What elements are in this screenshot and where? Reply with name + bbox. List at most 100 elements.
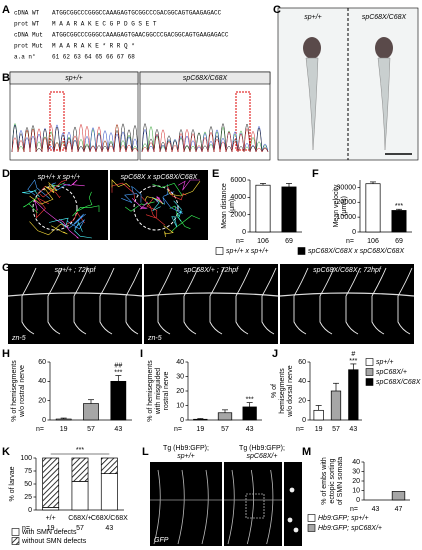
y-tick-label: 0 xyxy=(302,417,306,424)
bar-segment xyxy=(71,457,89,482)
legend-label: spC68X/C68X x spC68X/C68X xyxy=(308,248,404,255)
chromatogram-header xyxy=(9,71,139,85)
legend-swatch xyxy=(297,247,306,255)
y-axis-label: % of hemisegments xyxy=(147,360,154,422)
track xyxy=(144,196,164,205)
n-value: 47 xyxy=(395,506,403,513)
track xyxy=(45,182,58,194)
n-value: 57 xyxy=(332,426,340,433)
n-value: 19 xyxy=(47,525,55,532)
soma xyxy=(289,487,295,493)
track xyxy=(131,198,148,210)
x-tick-label: +/+ xyxy=(46,515,56,522)
track xyxy=(166,181,201,197)
track xyxy=(171,216,182,228)
y-tick-label: 6000 xyxy=(230,177,246,184)
significance: *** xyxy=(349,358,357,365)
legend-label: spC68X/+ xyxy=(376,369,407,376)
chromatogram-header xyxy=(139,71,271,85)
nerve xyxy=(293,267,309,297)
track xyxy=(171,215,201,232)
legend-label: sp+/+ x sp+/+ xyxy=(226,248,268,255)
y-axis-label: rostral nerve xyxy=(163,371,170,410)
track xyxy=(29,188,54,205)
sequence: M A A R A K E * R R Q * xyxy=(52,43,135,50)
bar xyxy=(313,409,324,421)
nerve xyxy=(125,296,139,335)
y-tick-label: 0 xyxy=(242,229,246,236)
y-tick-label: 40 xyxy=(176,359,184,366)
y-axis-label: % of hemisegments xyxy=(11,360,18,422)
legend-swatch xyxy=(365,368,374,376)
trace xyxy=(11,124,139,153)
bar xyxy=(55,418,72,421)
nerve xyxy=(345,267,361,297)
significance: ## xyxy=(114,362,122,369)
nerve xyxy=(371,296,385,335)
n-value: 69 xyxy=(395,238,403,245)
nerve xyxy=(261,296,275,335)
bar xyxy=(83,403,99,421)
y-tick-label: 20 xyxy=(38,398,46,405)
y-axis-label: % of larvae xyxy=(9,466,16,501)
track xyxy=(173,200,183,218)
nerve xyxy=(235,296,249,335)
panel-letter: I xyxy=(140,348,143,360)
y-tick-label: 10 xyxy=(352,487,360,494)
genotype-label: spC68X x spC68X/C68X xyxy=(121,174,198,181)
track xyxy=(125,201,155,212)
nerve xyxy=(319,296,333,335)
track xyxy=(62,179,85,187)
track xyxy=(58,218,80,239)
gfp-nerve xyxy=(177,469,185,545)
panel-letter: C xyxy=(273,4,281,16)
legend-label: spC68X/C68X xyxy=(376,379,421,386)
panel-letter: L xyxy=(142,446,149,458)
panel-letter: H xyxy=(2,348,10,360)
tracks xyxy=(22,179,201,239)
nerve xyxy=(47,296,61,335)
n-label: n= xyxy=(346,238,354,245)
panel-letter: D xyxy=(2,168,10,180)
bar xyxy=(391,491,406,501)
gfp-zoom xyxy=(284,462,302,546)
nerve xyxy=(345,296,359,335)
fish-body xyxy=(377,57,391,151)
track xyxy=(29,221,68,236)
bar xyxy=(217,412,233,421)
nerve-image xyxy=(280,264,414,344)
gfp-nerve xyxy=(153,469,161,545)
y-tick-label: 0 xyxy=(42,417,46,424)
nerve xyxy=(261,267,277,297)
y-tick-label: 0 xyxy=(352,229,356,236)
y-axis-label: with misguided xyxy=(155,368,162,415)
genotype-label: sp+/+ xyxy=(304,14,322,21)
chromatogram-box xyxy=(9,71,139,161)
bar xyxy=(193,418,208,421)
n-label: n= xyxy=(350,506,358,513)
gfp-image xyxy=(150,462,222,546)
track xyxy=(169,205,191,229)
x-tick-label: C68X/+ xyxy=(68,515,92,522)
bar xyxy=(330,390,342,421)
genotype-label: spC68X/C68X xyxy=(362,14,407,21)
highlight xyxy=(235,91,251,151)
track xyxy=(72,205,100,217)
n-value: 43 xyxy=(246,426,254,433)
genotype-label: spC68X/C68X ; 72hpf xyxy=(313,267,382,274)
significance: *** xyxy=(114,369,122,376)
fish-head xyxy=(375,37,393,59)
nerve xyxy=(47,267,63,297)
nerve xyxy=(157,296,171,335)
nerve xyxy=(125,267,141,297)
nerve xyxy=(99,267,115,297)
bar-segment xyxy=(100,473,118,511)
nerve xyxy=(21,296,35,335)
track xyxy=(62,211,85,227)
y-tick-label: 30 xyxy=(352,468,360,475)
y-tick-label: 20 xyxy=(298,398,306,405)
x-tick-label: C68X/C68X xyxy=(91,515,128,522)
n-label: n= xyxy=(296,426,304,433)
panel-letter: K xyxy=(2,446,10,458)
stain-label: zn-5 xyxy=(147,335,162,342)
